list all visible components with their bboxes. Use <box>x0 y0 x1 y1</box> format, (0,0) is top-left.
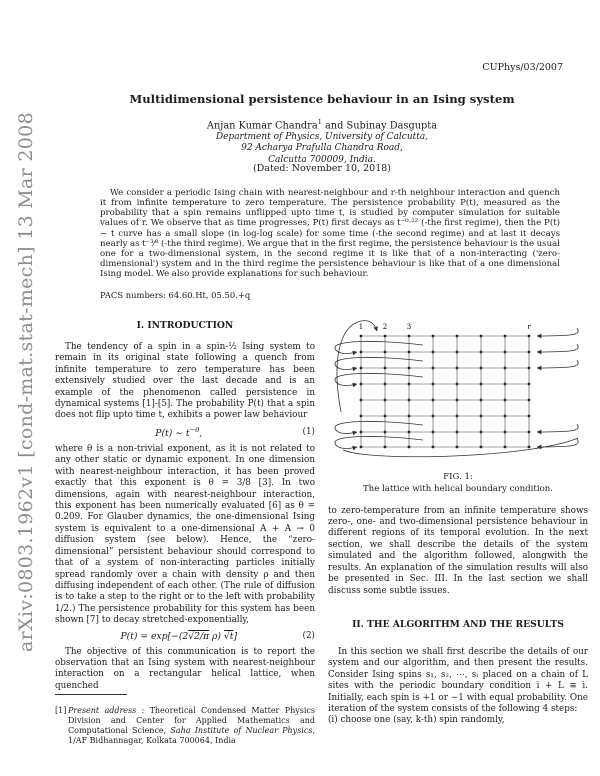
equation-2-number: (2) <box>302 630 315 641</box>
author-name-1: Anjan Kumar Chandra <box>206 120 318 132</box>
lattice-label-3: 3 <box>406 323 410 331</box>
affiliation-line: Department of Physics, University of Cal… <box>215 132 429 143</box>
report-number: CUPhys/03/2007 <box>482 62 563 73</box>
figure-1-caption-text: The lattice with helical boundary condit… <box>362 484 554 495</box>
affiliation-line: 92 Acharya Prafulla Chandra Road, <box>241 143 403 154</box>
right-paragraph-3: (i) choose one (say, k-th) spin randomly… <box>328 715 505 726</box>
intro-paragraph-3: The objective of this communication is t… <box>55 646 315 691</box>
footnote-text: Present address : Theoretical Condensed … <box>68 706 315 745</box>
paper-title: Multidimensional persistence behaviour i… <box>129 92 515 106</box>
pacs-line: PACS numbers: 64.60.Ht, 05.50.+q <box>100 290 251 300</box>
lattice-grid <box>359 334 530 449</box>
figure-1: 1 2 3 r <box>331 316 586 496</box>
right-paragraph-1: to zero-temperature from an infinite tem… <box>328 505 588 596</box>
section-heading-algorithm: II. THE ALGORITHM AND THE RESULTS <box>352 618 564 630</box>
section-heading-introduction: I. INTRODUCTION <box>136 320 234 331</box>
equation-2-body: P(t) = exp[−(2√2/π ρ) √t] <box>120 630 238 642</box>
equation-1-body: P(t) ∼ t−θ, <box>155 425 203 439</box>
equation-1: P(t) ∼ t−θ, (1) <box>55 426 315 440</box>
lattice-figure: 1 2 3 r <box>334 320 579 458</box>
arxiv-stamp: arXiv:0803.1962v1 [cond-mat.stat-mech] 1… <box>15 112 37 652</box>
intro-paragraph-2: where θ is a non-trivial exponent, as it… <box>55 443 315 626</box>
right-paragraph-2: In this section we shall first describe … <box>328 646 588 715</box>
abstract: We consider a periodic Ising chain with … <box>100 188 560 280</box>
lattice-label-r: r <box>527 323 531 331</box>
lattice-label-2: 2 <box>382 323 386 331</box>
footnote-marker: [1] <box>55 706 67 715</box>
left-column: I. INTRODUCTION The tendency of a spin i… <box>55 316 315 776</box>
equation-2: P(t) = exp[−(2√2/π ρ) √t] (2) <box>55 631 315 643</box>
author-block: Anjan Kumar Chandra1 and Subinay Dasgupt… <box>44 118 600 166</box>
right-column: 1 2 3 r <box>328 316 588 776</box>
date-line: (Dated: November 10, 2018) <box>252 163 392 174</box>
figure-1-caption: FIG. 1: The lattice with helical boundar… <box>331 472 586 495</box>
affiliation-line: Calcutta 700009, India. <box>268 154 376 165</box>
author-footnote-mark: 1 <box>317 118 322 126</box>
lattice-label-1: 1 <box>358 323 362 331</box>
footnote-rule <box>55 694 127 695</box>
author-name-2: and Subinay Dasgupta <box>321 120 438 132</box>
two-column-body: I. INTRODUCTION The tendency of a spin i… <box>55 316 588 776</box>
helical-boundary-arrows <box>334 320 579 458</box>
figure-1-tag: FIG. 1: <box>443 472 473 483</box>
footnote: [1] Present address : Theoretical Conden… <box>55 706 315 746</box>
intro-paragraph-1: The tendency of a spin in a spin-½ Ising… <box>55 341 315 421</box>
equation-1-number: (1) <box>302 427 315 438</box>
